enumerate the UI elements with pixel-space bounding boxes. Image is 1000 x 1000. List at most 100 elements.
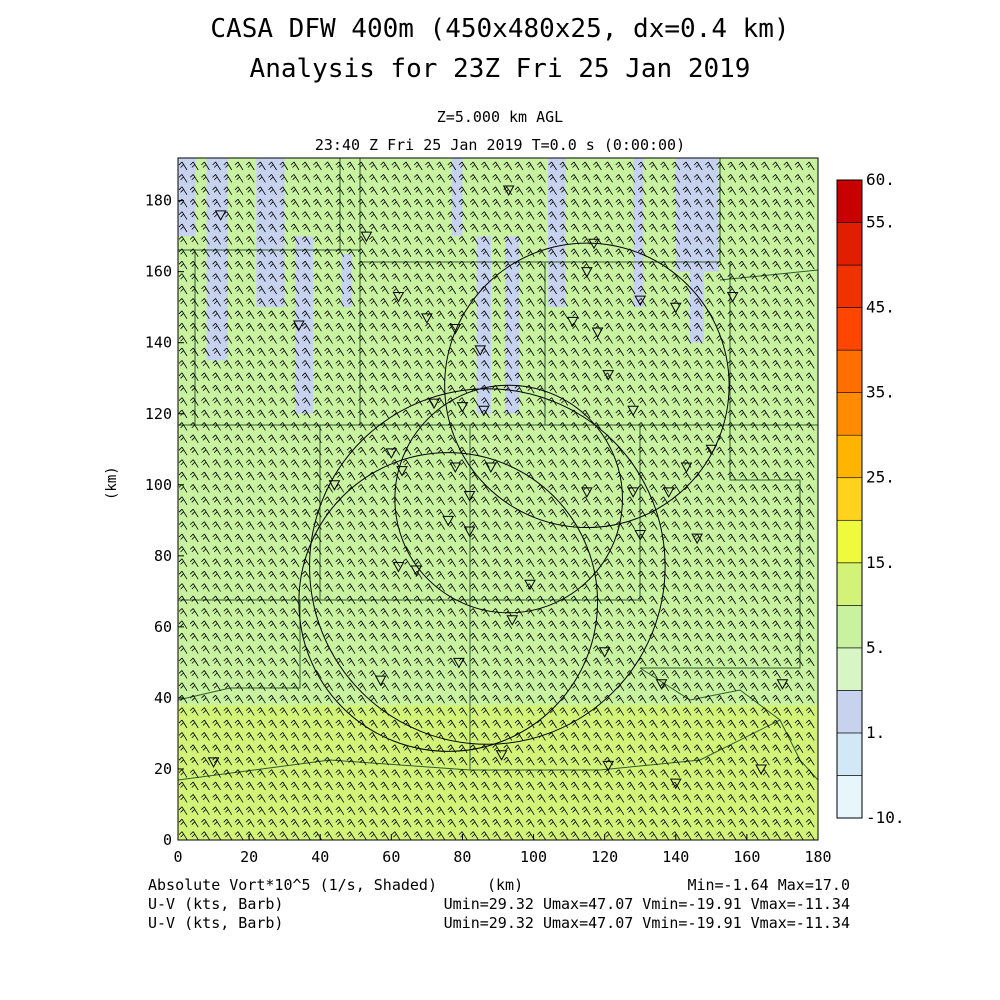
station-marker	[392, 292, 405, 303]
y-tick-label: 180	[145, 192, 172, 210]
shade-region	[341, 253, 353, 308]
station-marker	[474, 345, 487, 356]
station-marker	[627, 487, 639, 498]
station-marker	[485, 462, 497, 474]
county-boundary	[470, 425, 641, 601]
station-marker	[442, 515, 455, 527]
plot-frame	[177, 157, 819, 841]
colorbar-label: 25.	[866, 468, 895, 487]
x-axis-label: (km)	[487, 876, 524, 894]
range-ring	[444, 242, 730, 529]
station-marker	[449, 462, 462, 474]
station-marker	[726, 292, 739, 303]
station-marker	[598, 647, 611, 658]
colorbar-label: 1.	[866, 723, 885, 742]
colorbar-bin	[836, 307, 863, 351]
station-marker	[627, 405, 639, 417]
y-tick-label: 60	[154, 618, 172, 636]
county-boundary	[178, 250, 361, 601]
axes: 0 20 40 60 80 100 120 140 160 180 0 20 40 60 80 100 120 1…	[145, 192, 832, 866]
colorbar-bin	[836, 690, 863, 734]
station-marker	[360, 231, 373, 243]
station-marker	[396, 466, 408, 477]
y-tick-label: 0	[163, 831, 172, 849]
colorbar-bin	[836, 222, 863, 266]
x-tick-label: 40	[311, 848, 329, 866]
y-tick-label: 20	[154, 760, 172, 778]
colorbar-bin	[836, 562, 863, 606]
shade-region	[206, 158, 228, 361]
field-label: Absolute Vort*10^5 (1/s, Shaded)	[148, 876, 437, 894]
shade-region	[690, 271, 705, 343]
station-marker	[428, 398, 440, 410]
barb-stats-1: Umin=29.32 Umax=47.07 Vmin=-19.91 Vmax=-…	[443, 895, 850, 913]
station-marker	[506, 615, 519, 626]
station-marker	[634, 530, 647, 541]
colorbar-bin	[836, 605, 863, 649]
station-marker	[669, 302, 682, 314]
colorbar-label: 35.	[866, 383, 895, 402]
colorbar-bin	[836, 179, 863, 223]
barb-label-2: U-V (kts, Barb)	[148, 914, 284, 932]
colorbar-bin	[836, 775, 863, 819]
shade-region	[505, 236, 520, 414]
shade-region	[547, 158, 566, 308]
station-marker	[214, 210, 227, 221]
station-marker	[588, 238, 600, 250]
station-marker	[477, 405, 490, 417]
station-marker	[669, 778, 682, 790]
colorbar-bin	[836, 519, 863, 564]
barb-stats-2: Umin=29.32 Umax=47.07 Vmin=-19.91 Vmax=-…	[443, 914, 850, 932]
range-ring	[394, 384, 623, 614]
colorbar-bin	[836, 647, 863, 691]
station-marker	[449, 324, 462, 335]
station-marker	[495, 750, 508, 761]
station-markers	[207, 185, 789, 790]
chart-subtitle: Analysis for 23Z Fri 25 Jan 2019	[249, 54, 751, 84]
station-marker	[602, 760, 615, 772]
station-marker	[293, 320, 305, 331]
shade-region	[633, 158, 644, 308]
time-label: 23:40 Z Fri 25 Jan 2019 T=0.0 s (0:00:00…	[314, 136, 686, 154]
colorbar-bin	[836, 264, 863, 308]
vorticity-fill	[178, 158, 818, 840]
wind-barbs	[178, 161, 815, 840]
shade-region	[178, 705, 818, 840]
colorbar-frame	[836, 179, 863, 819]
station-marker	[456, 402, 469, 413]
colorbar-label: 45.	[866, 298, 895, 317]
station-marker	[410, 565, 423, 577]
county-boundary	[719, 269, 818, 281]
colorbar-bin	[836, 434, 863, 479]
station-marker	[463, 490, 476, 502]
y-tick-label: 120	[145, 405, 172, 423]
x-tick-label: 80	[453, 848, 471, 866]
colorbar-bin	[836, 477, 863, 521]
colorbar-bin	[836, 349, 863, 393]
y-tick-label: 160	[145, 263, 172, 281]
x-tick-label: 120	[591, 848, 618, 866]
station-marker	[328, 480, 341, 491]
station-marker	[392, 561, 405, 573]
station-marker	[680, 462, 693, 474]
y-tick-label: 40	[154, 689, 172, 707]
station-marker	[502, 185, 515, 196]
station-marker	[776, 679, 789, 690]
station-marker	[207, 757, 220, 768]
station-marker	[705, 444, 718, 456]
x-tick-label: 60	[382, 848, 400, 866]
station-marker	[755, 764, 767, 775]
station-marker	[691, 533, 703, 545]
colorbar-label: 15.	[866, 553, 895, 572]
x-tick-label: 100	[520, 848, 547, 866]
station-marker	[385, 448, 398, 459]
colorbar-bin	[836, 732, 863, 776]
range-ring	[298, 452, 599, 752]
wind-barb-field	[178, 161, 815, 840]
colorbar-label: 55.	[866, 213, 895, 232]
station-marker	[581, 267, 593, 278]
colorbar-label: -10.	[866, 808, 905, 827]
x-tick-label: 180	[804, 848, 831, 866]
station-marker	[421, 313, 433, 324]
